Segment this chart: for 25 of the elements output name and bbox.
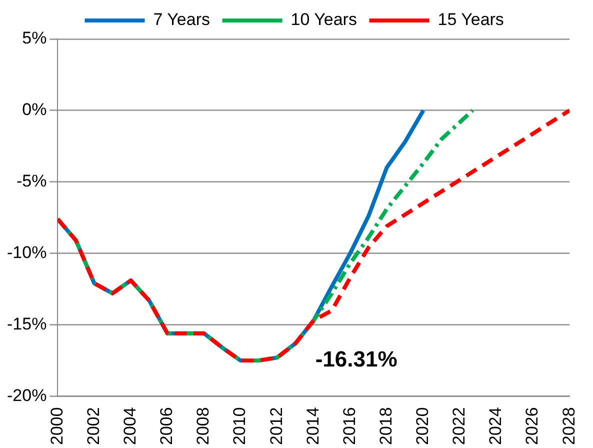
x-tick-label: 2026 xyxy=(522,407,542,446)
x-tick-label: 2028 xyxy=(559,407,578,446)
x-tick-label: 2002 xyxy=(84,407,103,446)
x-tick-label: 2024 xyxy=(486,407,506,446)
x-tick-label: 2000 xyxy=(47,407,66,446)
y-tick-label: 5% xyxy=(22,28,47,48)
y-tick-label: -15% xyxy=(7,314,47,334)
y-tick-label: 0% xyxy=(22,100,47,120)
y-tick-label: -5% xyxy=(16,172,47,191)
x-tick-label: 2018 xyxy=(376,407,396,446)
legend-label: 15 Years xyxy=(438,10,504,30)
x-tick-label: 2012 xyxy=(266,407,286,446)
annotation: -16.31% xyxy=(315,346,398,372)
legend-label: 7 Years xyxy=(153,10,210,30)
x-tick-label: 2010 xyxy=(230,407,250,446)
x-tick-label: 2014 xyxy=(303,407,322,446)
x-tick-label: 2016 xyxy=(340,407,359,446)
x-tick-label: 2004 xyxy=(120,407,140,446)
y-tick-label: -20% xyxy=(7,386,47,405)
x-tick-label: 2022 xyxy=(450,407,469,446)
y-tick-label: -10% xyxy=(7,242,47,262)
x-tick-label: 2020 xyxy=(413,407,432,446)
x-tick-label: 2008 xyxy=(194,407,213,446)
legend-label: 10 Years xyxy=(290,10,357,30)
x-tick-label: 2006 xyxy=(157,407,176,446)
